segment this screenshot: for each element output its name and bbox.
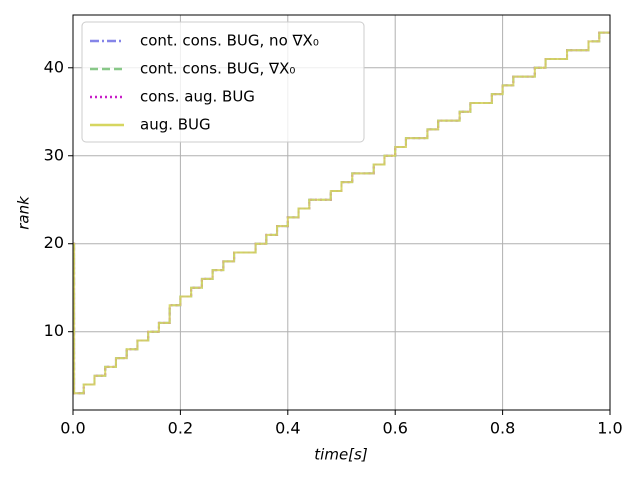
x-tick-label: 1.0 (597, 419, 622, 438)
x-tick-label: 0.4 (275, 419, 300, 438)
y-tick-label: 30 (44, 145, 64, 164)
x-tick-label: 0.0 (60, 419, 85, 438)
legend-label: cons. aug. BUG (140, 88, 255, 106)
legend-label: cont. cons. BUG, ∇X₀ (140, 60, 295, 78)
legend-box (81, 21, 365, 143)
legend-label: aug. BUG (140, 116, 211, 134)
y-tick-label: 10 (44, 321, 64, 340)
x-tick-label: 0.6 (382, 419, 407, 438)
y-axis-label: rank (15, 195, 33, 230)
x-axis-label: time[s] (314, 446, 368, 464)
y-tick-label: 40 (44, 57, 64, 76)
series-line (73, 31, 610, 395)
x-tick-label: 0.2 (168, 419, 193, 438)
legend: cont. cons. BUG, no ∇X₀ cont. cons. BUG, … (81, 21, 365, 143)
legend-label: cont. cons. BUG, no ∇X₀ (140, 32, 319, 50)
x-tick-label: 0.8 (490, 419, 515, 438)
y-tick-label: 20 (44, 233, 64, 252)
plot-frame (72, 14, 611, 411)
